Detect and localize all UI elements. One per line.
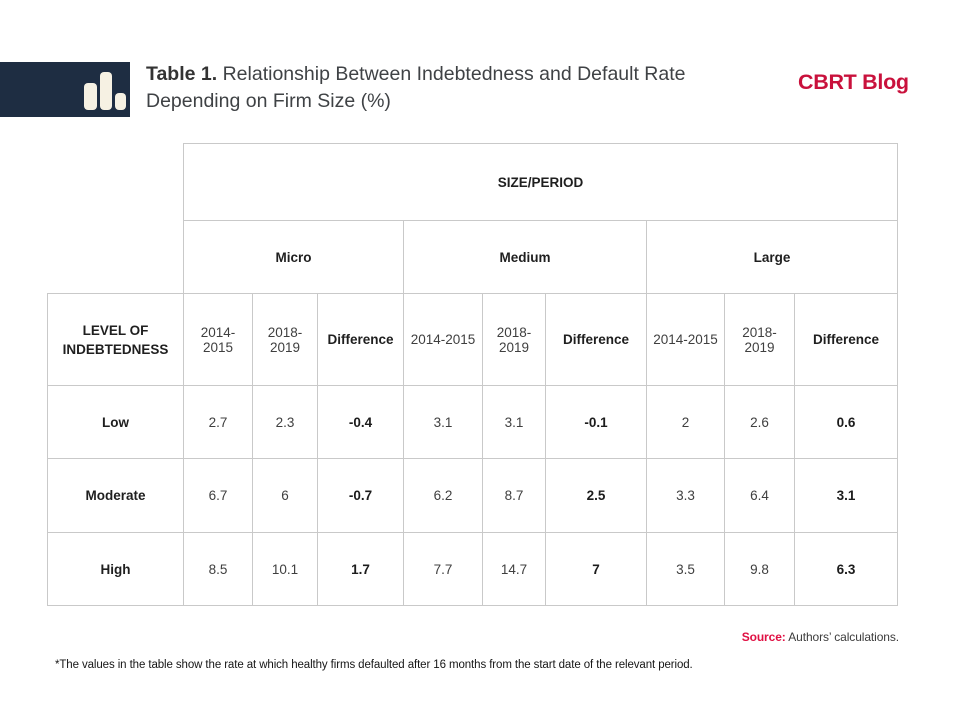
table-row-period-headers: LEVEL OF INDEBTEDNESS 2014-2015 2018-201… (47, 293, 899, 386)
difference-header: Difference (317, 293, 404, 386)
value-cell: 6.4 (724, 458, 795, 533)
footnote: *The values in the table show the rate a… (55, 659, 693, 671)
value-cell: 7.7 (403, 532, 483, 606)
value-cell: 2 (646, 385, 725, 459)
value-cell: 9.8 (724, 532, 795, 606)
value-cell: 14.7 (482, 532, 546, 606)
difference-cell: -0.4 (317, 385, 404, 459)
bar-chart-icon-bar (100, 72, 112, 110)
period-header: 2018-2019 (252, 293, 318, 386)
value-cell: 8.7 (482, 458, 546, 533)
period-header: 2018-2019 (482, 293, 546, 386)
size-group-header-large: Large (645, 220, 899, 294)
indebtedness-default-rate-table: SIZE/PERIOD Micro Medium Large LEVEL OF … (47, 143, 899, 606)
table-row-size-groups: Micro Medium Large (48, 220, 899, 294)
size-period-header: SIZE/PERIOD (182, 143, 899, 221)
difference-cell: -0.1 (545, 385, 647, 459)
row-label-moderate: Moderate (47, 458, 184, 533)
blog-brand: CBRT Blog (798, 70, 909, 94)
value-cell: 3.1 (482, 385, 546, 459)
difference-cell: 2.5 (545, 458, 647, 533)
level-of-indebtedness-header: LEVEL OF INDEBTEDNESS (47, 293, 184, 386)
empty-corner-cell (48, 144, 184, 221)
bar-chart-icon-bar (115, 93, 126, 110)
value-cell: 3.3 (646, 458, 725, 533)
empty-corner-cell (48, 221, 184, 294)
difference-cell: 7 (545, 532, 647, 606)
size-group-header-medium: Medium (403, 220, 647, 294)
bar-chart-icon (84, 72, 126, 110)
size-group-header-micro: Micro (183, 220, 404, 294)
table-number-label: Table 1. (146, 63, 218, 85)
difference-cell: 6.3 (793, 532, 899, 606)
value-cell: 8.5 (183, 532, 253, 606)
table-row-size-period: SIZE/PERIOD (48, 143, 899, 221)
difference-header: Difference (545, 293, 647, 386)
table-row-low: Low 2.7 2.3 -0.4 3.1 3.1 -0.1 2 2.6 0.6 (47, 385, 899, 459)
difference-cell: 3.1 (793, 458, 899, 533)
table-row-high: High 8.5 10.1 1.7 7.7 14.7 7 3.5 9.8 6.3 (47, 532, 899, 606)
table-row-moderate: Moderate 6.7 6 -0.7 6.2 8.7 2.5 3.3 6.4 … (47, 458, 899, 533)
difference-cell: 0.6 (793, 385, 899, 459)
difference-cell: -0.7 (317, 458, 404, 533)
source-text: Authors’ calculations. (788, 630, 899, 644)
cbrt-logo (0, 62, 130, 117)
row-label-high: High (47, 532, 184, 606)
table-title-text: Relationship Between Indebtedness and De… (146, 63, 686, 112)
difference-cell: 1.7 (317, 532, 404, 606)
value-cell: 2.6 (724, 385, 795, 459)
page-title: Table 1. Relationship Between Indebtedne… (146, 61, 771, 115)
value-cell: 6 (252, 458, 318, 533)
period-header: 2018-2019 (724, 293, 795, 386)
value-cell: 10.1 (252, 532, 318, 606)
value-cell: 3.1 (403, 385, 483, 459)
source-note: Source: Authors’ calculations. (742, 630, 899, 644)
value-cell: 2.7 (183, 385, 253, 459)
source-label: Source: (741, 630, 786, 644)
value-cell: 2.3 (252, 385, 318, 459)
value-cell: 3.5 (646, 532, 725, 606)
period-header: 2014-2015 (183, 293, 253, 386)
period-header: 2014-2015 (403, 293, 483, 386)
row-label-low: Low (47, 385, 184, 459)
bar-chart-icon-bar (84, 83, 97, 110)
value-cell: 6.7 (183, 458, 253, 533)
difference-header: Difference (793, 293, 899, 386)
period-header: 2014-2015 (646, 293, 725, 386)
value-cell: 6.2 (403, 458, 483, 533)
